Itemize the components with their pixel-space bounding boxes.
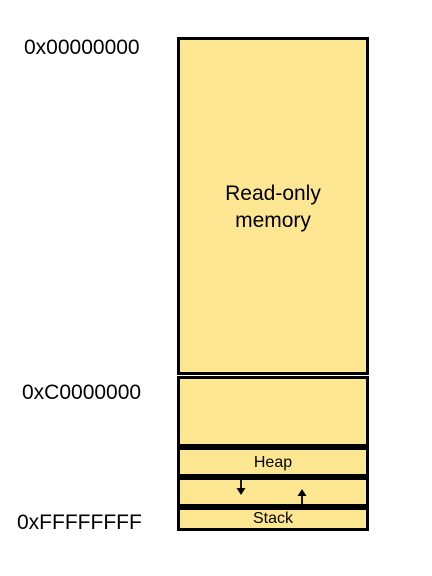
read-only-memory-region: Read-only memory (177, 37, 369, 375)
address-label-end: 0xFFFFFFFF (17, 511, 142, 534)
read-only-memory-label: Read-only memory (180, 180, 366, 234)
free-space-region (177, 477, 369, 507)
stack-label: Stack (252, 510, 293, 527)
read-only-memory-label-line2: memory (235, 209, 311, 232)
stack-region: Stack (177, 507, 369, 531)
heap-label: Heap (253, 454, 293, 471)
address-label-start: 0x00000000 (24, 36, 140, 59)
heap-region: Heap (177, 447, 369, 477)
read-only-memory-label-line1: Read-only (225, 182, 321, 205)
upper-memory-region (177, 376, 369, 447)
address-label-kernel: 0xC0000000 (22, 381, 142, 404)
